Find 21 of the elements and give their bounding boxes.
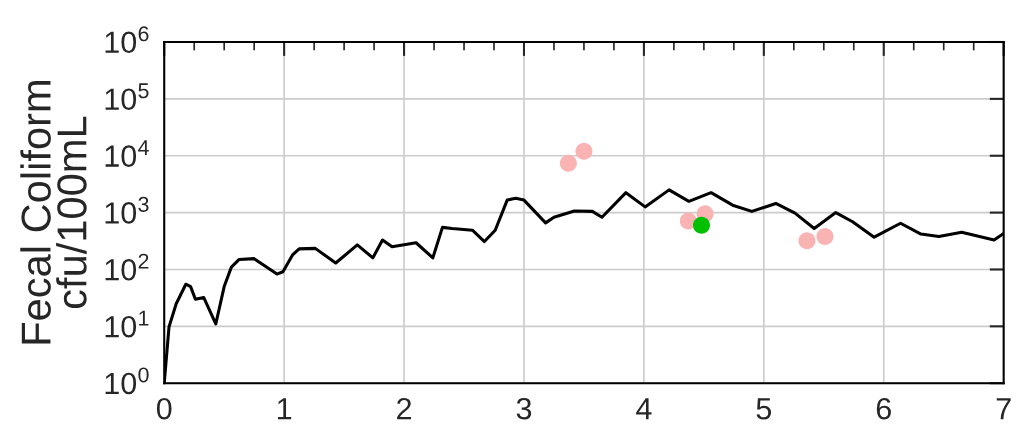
x-tick-label: 6 <box>876 397 891 420</box>
point <box>559 154 577 172</box>
point <box>575 142 593 160</box>
x-tick-label: 5 <box>756 398 772 420</box>
y-axis-title: Fecal Coliform cfu/100mL <box>20 81 87 344</box>
y-tick-label: 10$^{4}$ <box>105 140 149 167</box>
y-tick-label: 10$^{2}$ <box>105 253 149 281</box>
point <box>692 216 710 234</box>
x-tick-label: 3 <box>516 397 532 420</box>
point <box>798 232 816 250</box>
x-tick-label: 2 <box>397 397 412 420</box>
x-tick-label: 4 <box>636 398 652 420</box>
point <box>816 227 834 246</box>
y-tick-label: 10$^{5}$ <box>105 83 149 111</box>
x-tick-label: 7 <box>996 398 1011 420</box>
y-tick-label: 10$^{0}$ <box>105 367 149 395</box>
x-tick-label: 1 <box>277 398 292 420</box>
y-tick-label: 10$^{1}$ <box>105 310 149 338</box>
x-tick-label: 0 <box>156 397 172 420</box>
y-tick-label: 10$^{6}$ <box>105 26 149 54</box>
y-tick-label: 10$^{3}$ <box>105 196 149 224</box>
